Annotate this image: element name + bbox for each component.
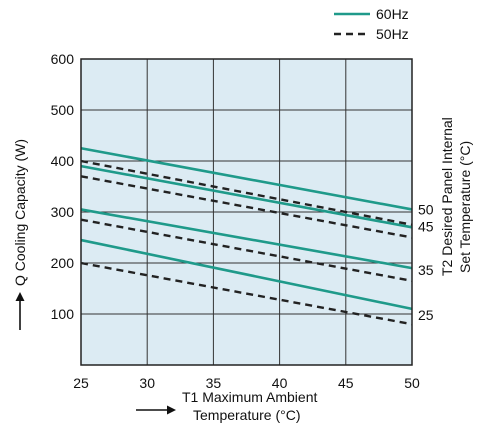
x-axis-title-line1: T1 Maximum Ambient — [182, 389, 317, 405]
x-tick-labels: 25 30 35 40 45 50 — [73, 375, 420, 391]
y-arrow-head — [15, 292, 25, 301]
plot-border — [80, 58, 413, 366]
legend: 60Hz 50Hz — [334, 6, 409, 42]
y-tick-label-5: 600 — [51, 51, 75, 67]
t2-axis-title-line1: T2 Desired Panel Internal — [439, 117, 455, 276]
y-tick-label-2: 300 — [51, 204, 75, 220]
t2-label-45: 45 — [418, 218, 434, 234]
series-line-60hz-45 — [80, 164, 413, 229]
x-tick-label-5: 50 — [404, 375, 420, 391]
y-tick-label-1: 200 — [51, 255, 75, 271]
t2-label-35: 35 — [418, 262, 434, 278]
legend-label-60hz: 60Hz — [376, 6, 409, 22]
y-tick-label-4: 500 — [51, 102, 75, 118]
x-tick-label-1: 30 — [139, 375, 155, 391]
x-tick-label-2: 35 — [206, 375, 222, 391]
x-axis-title: T1 Maximum Ambient Temperature (°C) — [136, 389, 317, 423]
series-lines — [80, 146, 413, 326]
series-line-50hz-45 — [80, 175, 413, 239]
series-line-50hz-35 — [80, 218, 413, 283]
x-tick-label-4: 45 — [338, 375, 354, 391]
series-line-60hz-35 — [80, 208, 413, 270]
t2-label-25: 25 — [418, 307, 434, 323]
x-arrow-head — [167, 405, 176, 415]
x-axis-title-line2: Temperature (°C) — [193, 407, 301, 423]
y-axis-title-text: Q Cooling Capacity (W) — [12, 139, 28, 286]
y-tick-label-0: 100 — [51, 306, 75, 322]
t2-axis-title-line2: Set Temperature (°C) — [457, 141, 473, 273]
t2-axis-title: T2 Desired Panel Internal Set Temperatur… — [439, 117, 473, 276]
x-tick-label-0: 25 — [73, 375, 89, 391]
x-tick-label-3: 40 — [272, 375, 288, 391]
legend-label-50hz: 50Hz — [376, 26, 409, 42]
series-line-60hz-50 — [80, 146, 413, 211]
series-line-50hz-50 — [80, 159, 413, 226]
y-tick-labels: 100 200 300 400 500 600 — [51, 51, 75, 322]
series-line-60hz-25 — [80, 238, 413, 311]
y-tick-label-3: 400 — [51, 153, 75, 169]
grid-lines — [80, 58, 413, 365]
t2-label-50: 50 — [418, 201, 434, 217]
series-line-50hz-25 — [80, 261, 413, 326]
y-axis-title: Q Cooling Capacity (W) — [12, 139, 28, 330]
